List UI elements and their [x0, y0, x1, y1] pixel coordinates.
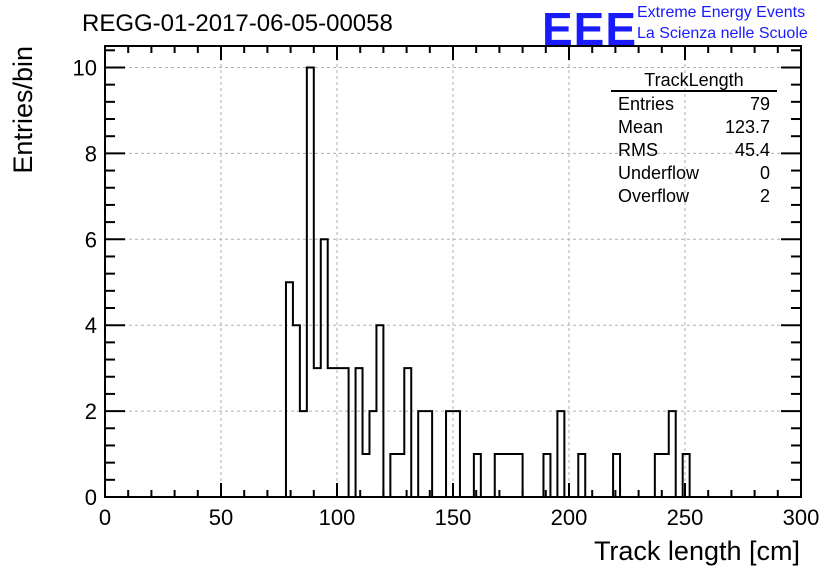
stats-row-label: Overflow: [618, 186, 690, 206]
y-tick-label: 10: [73, 55, 97, 80]
x-tick-label: 200: [551, 505, 588, 530]
x-tick-label: 150: [435, 505, 472, 530]
histogram-bin: [300, 411, 307, 497]
y-tick-label: 4: [85, 313, 97, 338]
histogram-bin: [321, 239, 328, 497]
stats-row-label: RMS: [618, 140, 658, 160]
stats-row-value: 45.4: [735, 140, 770, 160]
y-tick-label: 0: [85, 485, 97, 510]
brand-line-1: Extreme Energy Events: [637, 4, 806, 21]
histogram-bin: [314, 368, 321, 497]
histogram-bin: [342, 368, 349, 497]
stats-row-label: Entries: [618, 94, 674, 114]
histogram-bin: [328, 368, 335, 497]
stats-row-label: Mean: [618, 117, 663, 137]
histogram-bin: [669, 411, 676, 497]
histogram-bin: [578, 454, 585, 497]
histogram-outline: [284, 66, 691, 498]
histogram-bin: [557, 411, 564, 497]
histogram-bin: [369, 411, 376, 497]
histogram-bin: [418, 411, 425, 497]
x-tick-label: 100: [319, 505, 356, 530]
histogram-bin: [335, 368, 342, 497]
histogram-bin: [516, 454, 523, 497]
histogram-bin: [655, 454, 662, 497]
histogram-bin: [509, 454, 516, 497]
stats-box: TrackLength Entries 79 Mean 123.7 RMS 45.4 Und…: [611, 70, 777, 206]
histogram-bin: [662, 454, 669, 497]
histogram-bin: [390, 454, 397, 497]
histogram-bin: [307, 67, 314, 497]
stats-rows: Entries 79 Mean 123.7 RMS 45.4 Underflow 0 Overf…: [618, 94, 770, 206]
stats-row-value: 0: [760, 163, 770, 183]
y-tick-label: 2: [85, 399, 97, 424]
histogram-bin: [502, 454, 509, 497]
histogram-bin: [613, 454, 620, 497]
histogram-bin: [404, 368, 411, 497]
x-axis-label: Track length [cm]: [594, 536, 800, 566]
stats-row-value: 2: [760, 186, 770, 206]
histogram-bin: [543, 454, 550, 497]
stats-row-label: Underflow: [618, 163, 700, 183]
histogram-bin: [474, 454, 481, 497]
histogram-bin: [495, 454, 502, 497]
y-tick-label: 6: [85, 227, 97, 252]
stats-title: TrackLength: [644, 70, 743, 90]
histogram-bin: [397, 454, 404, 497]
y-axis-label: Entries/bin: [8, 46, 38, 174]
histogram-bin: [446, 411, 453, 497]
histogram-bin: [453, 411, 460, 497]
stats-row-value: 123.7: [725, 117, 770, 137]
axes: 0 50 100 150 200 250 300 0 2 4 6 8 10: [73, 45, 820, 530]
brand-line-2: La Scienza nelle Scuole: [637, 25, 808, 42]
run-title: REGG-01-2017-06-05-00058: [82, 10, 393, 37]
x-tick-label: 300: [783, 505, 820, 530]
stats-row-value: 79: [750, 94, 770, 114]
x-tick-label: 250: [667, 505, 704, 530]
histogram-bin: [356, 368, 363, 497]
y-tick-label: 8: [85, 141, 97, 166]
histogram-bin: [683, 454, 690, 497]
histogram-bin: [425, 411, 432, 497]
x-tick-label: 50: [209, 505, 233, 530]
histogram: [284, 66, 691, 498]
x-tick-label: 0: [99, 505, 111, 530]
grid: [105, 46, 801, 497]
histogram-bin: [363, 454, 370, 497]
histogram-bin: [286, 282, 293, 497]
